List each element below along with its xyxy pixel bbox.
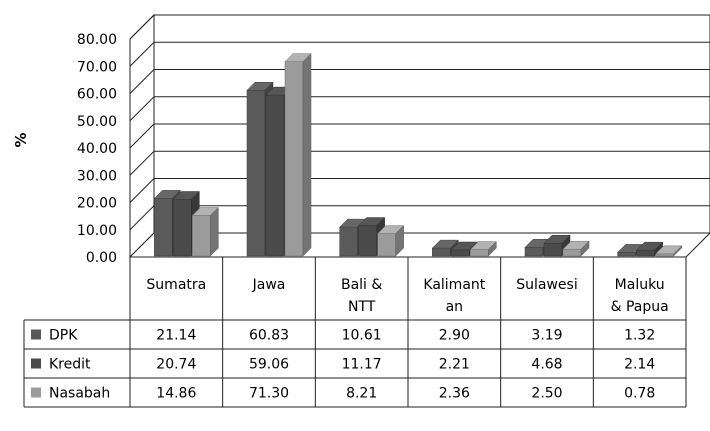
data-label: 1.32 bbox=[624, 328, 655, 344]
y-tick-label: 0.00 bbox=[86, 250, 117, 266]
legend-swatch bbox=[31, 387, 41, 398]
y-tick-label: 20.00 bbox=[77, 196, 117, 212]
data-label: 21.14 bbox=[156, 328, 196, 344]
data-label: 2.36 bbox=[439, 386, 470, 402]
data-label: 3.19 bbox=[531, 328, 562, 344]
data-label: 60.83 bbox=[249, 328, 289, 344]
legend-swatch bbox=[31, 329, 41, 340]
bar-front bbox=[246, 89, 266, 257]
x-tick-label: Sulawesi bbox=[516, 277, 577, 293]
data-label: 71.30 bbox=[249, 386, 289, 402]
gridline bbox=[129, 69, 710, 94]
y-tick-label: 10.00 bbox=[77, 223, 117, 239]
data-label: 4.68 bbox=[531, 357, 562, 373]
bar-side bbox=[395, 225, 404, 257]
bar-side bbox=[210, 206, 219, 257]
bar-front bbox=[543, 242, 563, 257]
x-tick-label: Jawa bbox=[252, 277, 286, 293]
bar-front bbox=[636, 249, 655, 257]
data-label: 10.61 bbox=[342, 328, 382, 344]
data-label: 2.90 bbox=[439, 328, 470, 344]
bar-side bbox=[488, 240, 497, 257]
gridline bbox=[129, 150, 710, 176]
legend-swatch bbox=[31, 358, 41, 369]
x-tick-label: Sumatra bbox=[146, 277, 206, 293]
bar-front bbox=[562, 248, 582, 257]
bar-front bbox=[154, 198, 173, 257]
data-label: 20.74 bbox=[156, 357, 196, 373]
bar-side bbox=[673, 245, 682, 257]
bar-front bbox=[173, 199, 192, 257]
x-tick-label: Maluku bbox=[615, 277, 665, 293]
data-label: 0.78 bbox=[624, 386, 655, 402]
bar-side bbox=[580, 240, 590, 257]
bar-front bbox=[358, 225, 377, 257]
y-tick-label: 40.00 bbox=[77, 141, 117, 157]
y-tick-label: 30.00 bbox=[77, 168, 117, 184]
bar-front bbox=[655, 253, 674, 257]
x-tick-label: Bali & bbox=[341, 277, 382, 293]
data-label: 59.06 bbox=[249, 357, 289, 373]
data-label: 2.14 bbox=[624, 357, 655, 373]
gridline bbox=[129, 14, 710, 40]
bar-front bbox=[284, 61, 304, 257]
x-tick-label: & Papua bbox=[611, 299, 669, 315]
data-label: 14.86 bbox=[156, 386, 196, 402]
data-label: 11.17 bbox=[342, 357, 382, 373]
bar-front bbox=[432, 247, 451, 257]
bar-front bbox=[617, 252, 636, 257]
y-tick-label: 70.00 bbox=[77, 59, 117, 75]
gridline bbox=[129, 96, 710, 122]
y-axis-label: % bbox=[12, 132, 30, 147]
y-tick-label: 60.00 bbox=[77, 87, 117, 103]
bar-front bbox=[192, 215, 211, 257]
data-label: 8.21 bbox=[346, 386, 377, 402]
y-tick-label: 80.00 bbox=[77, 32, 117, 48]
bar-front bbox=[377, 233, 396, 257]
legend-label: DPK bbox=[49, 328, 78, 344]
gridline bbox=[129, 123, 710, 149]
y-tick-label: 50.00 bbox=[77, 114, 117, 130]
bar-front bbox=[470, 249, 489, 257]
bar-front bbox=[265, 94, 285, 257]
x-tick-label: an bbox=[446, 299, 463, 315]
gridline bbox=[129, 41, 710, 67]
x-tick-label: Kalimant bbox=[423, 277, 485, 293]
legend-label: Nasabah bbox=[49, 386, 110, 402]
data-label: 2.21 bbox=[439, 357, 470, 373]
legend-label: Kredit bbox=[49, 357, 91, 373]
bar-front bbox=[339, 226, 358, 257]
gridline bbox=[129, 205, 710, 231]
bar-front bbox=[524, 247, 544, 257]
bar-front bbox=[451, 249, 470, 257]
x-tick-label: NTT bbox=[348, 299, 376, 315]
data-label: 2.50 bbox=[531, 386, 562, 402]
bar-side bbox=[302, 53, 312, 257]
gridline bbox=[129, 178, 710, 203]
